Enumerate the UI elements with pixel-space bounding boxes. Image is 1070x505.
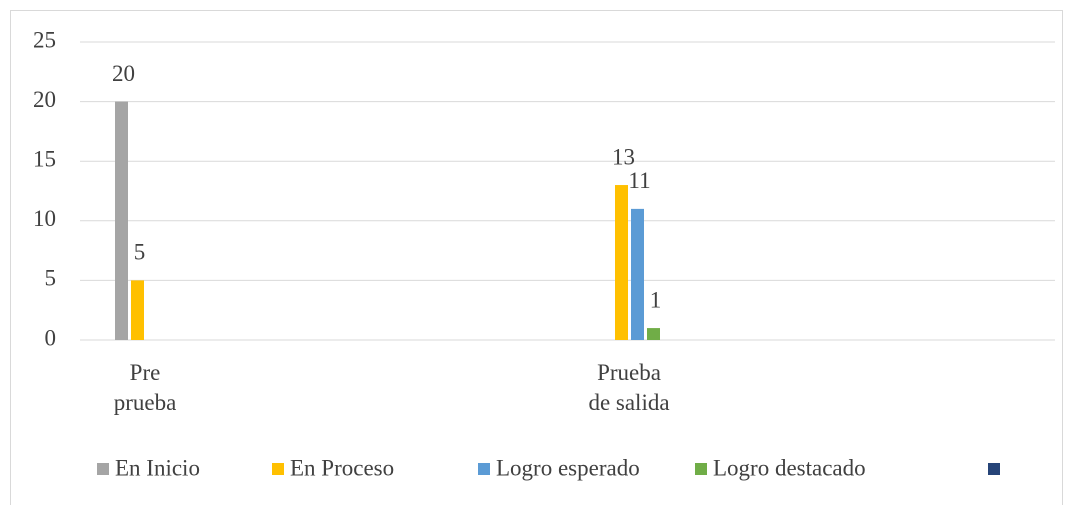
- y-tick-label: 20: [33, 87, 56, 112]
- legend-label: Logro esperado: [496, 455, 640, 480]
- data-label: 20: [112, 61, 135, 86]
- legend-marker: [988, 463, 1000, 475]
- legend-marker: [695, 463, 707, 475]
- y-tick-label: 25: [33, 27, 56, 52]
- y-tick-label: 5: [45, 266, 57, 291]
- y-tick-label: 0: [45, 325, 57, 350]
- legend-label: En Inicio: [115, 455, 200, 480]
- y-tick-label: 15: [33, 146, 56, 171]
- legend-marker: [478, 463, 490, 475]
- chart-frame: [10, 10, 1063, 505]
- bar: [647, 328, 660, 340]
- bar: [615, 185, 628, 340]
- bar: [631, 208, 644, 340]
- x-tick-label: Pre prueba: [113, 360, 177, 415]
- data-label: 11: [628, 168, 650, 193]
- data-label: 13: [612, 144, 635, 169]
- y-tick-label: 10: [33, 206, 56, 231]
- legend-label: Logro destacado: [713, 455, 866, 480]
- bar: [115, 101, 128, 340]
- data-label: 1: [650, 287, 662, 312]
- x-tick-label: Prueba de salida: [588, 360, 670, 415]
- legend-marker: [97, 463, 109, 475]
- data-label: 5: [134, 240, 146, 265]
- legend-marker: [272, 463, 284, 475]
- legend-label: En Proceso: [290, 455, 394, 480]
- bar: [131, 280, 144, 340]
